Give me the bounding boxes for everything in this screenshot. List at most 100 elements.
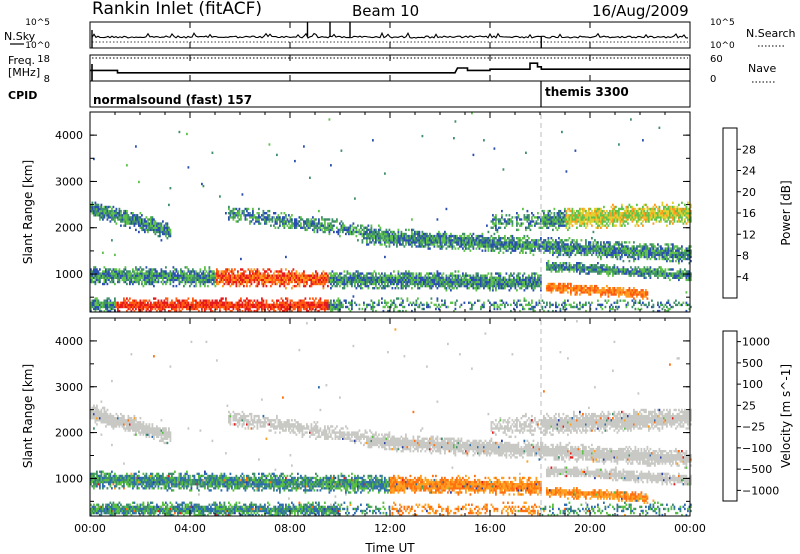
power-cell	[127, 303, 130, 307]
power-cell	[132, 214, 134, 217]
power-cell	[99, 274, 101, 277]
power-cell	[241, 193, 244, 196]
power-cell	[114, 214, 116, 217]
power-cell	[196, 278, 199, 282]
power-cell	[331, 228, 334, 232]
power-cell	[268, 214, 271, 217]
power-cell	[274, 303, 277, 307]
power-cell	[357, 284, 359, 288]
power-cell	[543, 251, 545, 254]
power-cell	[262, 218, 265, 221]
power-cell	[97, 280, 100, 284]
power-cell	[96, 305, 98, 309]
power-cell	[106, 282, 109, 286]
power-cell	[540, 237, 542, 240]
power-cell	[195, 276, 197, 279]
power-cell	[120, 224, 122, 227]
power-cell	[117, 216, 119, 219]
power-cell	[247, 274, 250, 277]
power-cell	[228, 282, 230, 286]
power-cell	[153, 280, 155, 284]
power-cell	[154, 268, 157, 271]
power-cell	[483, 139, 485, 142]
power-cell	[172, 276, 175, 279]
power-cell	[97, 203, 100, 207]
power-cell	[349, 301, 352, 304]
power-cell	[270, 305, 272, 309]
power-cell	[100, 276, 103, 279]
power-cell	[345, 278, 347, 282]
power-cell	[99, 280, 101, 284]
power-cell	[132, 212, 134, 215]
power-cell	[220, 303, 223, 307]
power-cell	[166, 228, 169, 232]
power-cell	[156, 230, 158, 234]
power-cell	[147, 278, 149, 282]
power-cell	[286, 303, 289, 307]
power-cell	[304, 305, 307, 309]
power-cell	[123, 212, 125, 215]
nsearch-tick-top: 10^5	[710, 18, 735, 28]
power-cell	[226, 274, 229, 277]
power-cell	[144, 220, 146, 223]
power-cell	[91, 201, 94, 204]
power-cell	[180, 274, 182, 277]
power-cell	[192, 268, 194, 271]
power-cell	[195, 301, 197, 304]
power-cell	[124, 303, 127, 307]
power-cell	[144, 276, 146, 279]
power-cell	[300, 218, 302, 221]
power-cell	[159, 234, 161, 238]
power-cell	[252, 272, 254, 275]
power-cell	[199, 303, 202, 307]
power-cell	[90, 278, 92, 282]
power-cell	[246, 278, 248, 282]
power-cell	[124, 299, 127, 302]
power-cell	[324, 280, 326, 284]
power-cell	[529, 228, 532, 232]
power-cell	[96, 205, 98, 209]
power-cell	[303, 222, 305, 225]
power-cell	[261, 299, 263, 302]
power-cell	[313, 220, 316, 223]
power-cell	[283, 284, 286, 288]
power-cell	[559, 253, 562, 257]
power-cell	[217, 303, 220, 307]
power-cell	[127, 299, 130, 302]
power-cell	[180, 303, 182, 307]
power-cell	[534, 274, 536, 277]
power-cell	[354, 226, 356, 229]
power-cell	[99, 216, 101, 219]
power-cell	[346, 272, 349, 275]
power-cell	[523, 234, 526, 238]
power-cell	[265, 280, 268, 284]
power-cell	[159, 222, 161, 225]
power-cell	[300, 216, 302, 219]
power-cell	[219, 299, 221, 302]
power-cell	[499, 249, 502, 252]
power-cell	[109, 268, 112, 271]
power-cell	[331, 309, 334, 313]
power-cell	[163, 299, 166, 302]
power-cell	[408, 303, 410, 307]
power-cell	[295, 226, 298, 229]
power-cell	[139, 276, 142, 279]
power-cell	[484, 249, 487, 252]
power-cell	[150, 226, 152, 229]
power-cell	[531, 299, 533, 302]
power-cell	[558, 237, 560, 240]
power-cell	[111, 239, 113, 242]
power-cell	[114, 282, 116, 286]
power-cell	[261, 214, 263, 217]
power-cell	[100, 303, 103, 307]
power-cell	[130, 220, 133, 223]
power-cell	[336, 218, 338, 221]
power-cell	[328, 232, 331, 236]
power-cell	[175, 303, 178, 307]
power-cell	[295, 222, 298, 225]
power-cell	[229, 284, 232, 288]
power-cell	[178, 301, 181, 304]
power-cell	[133, 280, 136, 284]
power-cell	[469, 301, 472, 304]
power-cell	[240, 278, 242, 282]
